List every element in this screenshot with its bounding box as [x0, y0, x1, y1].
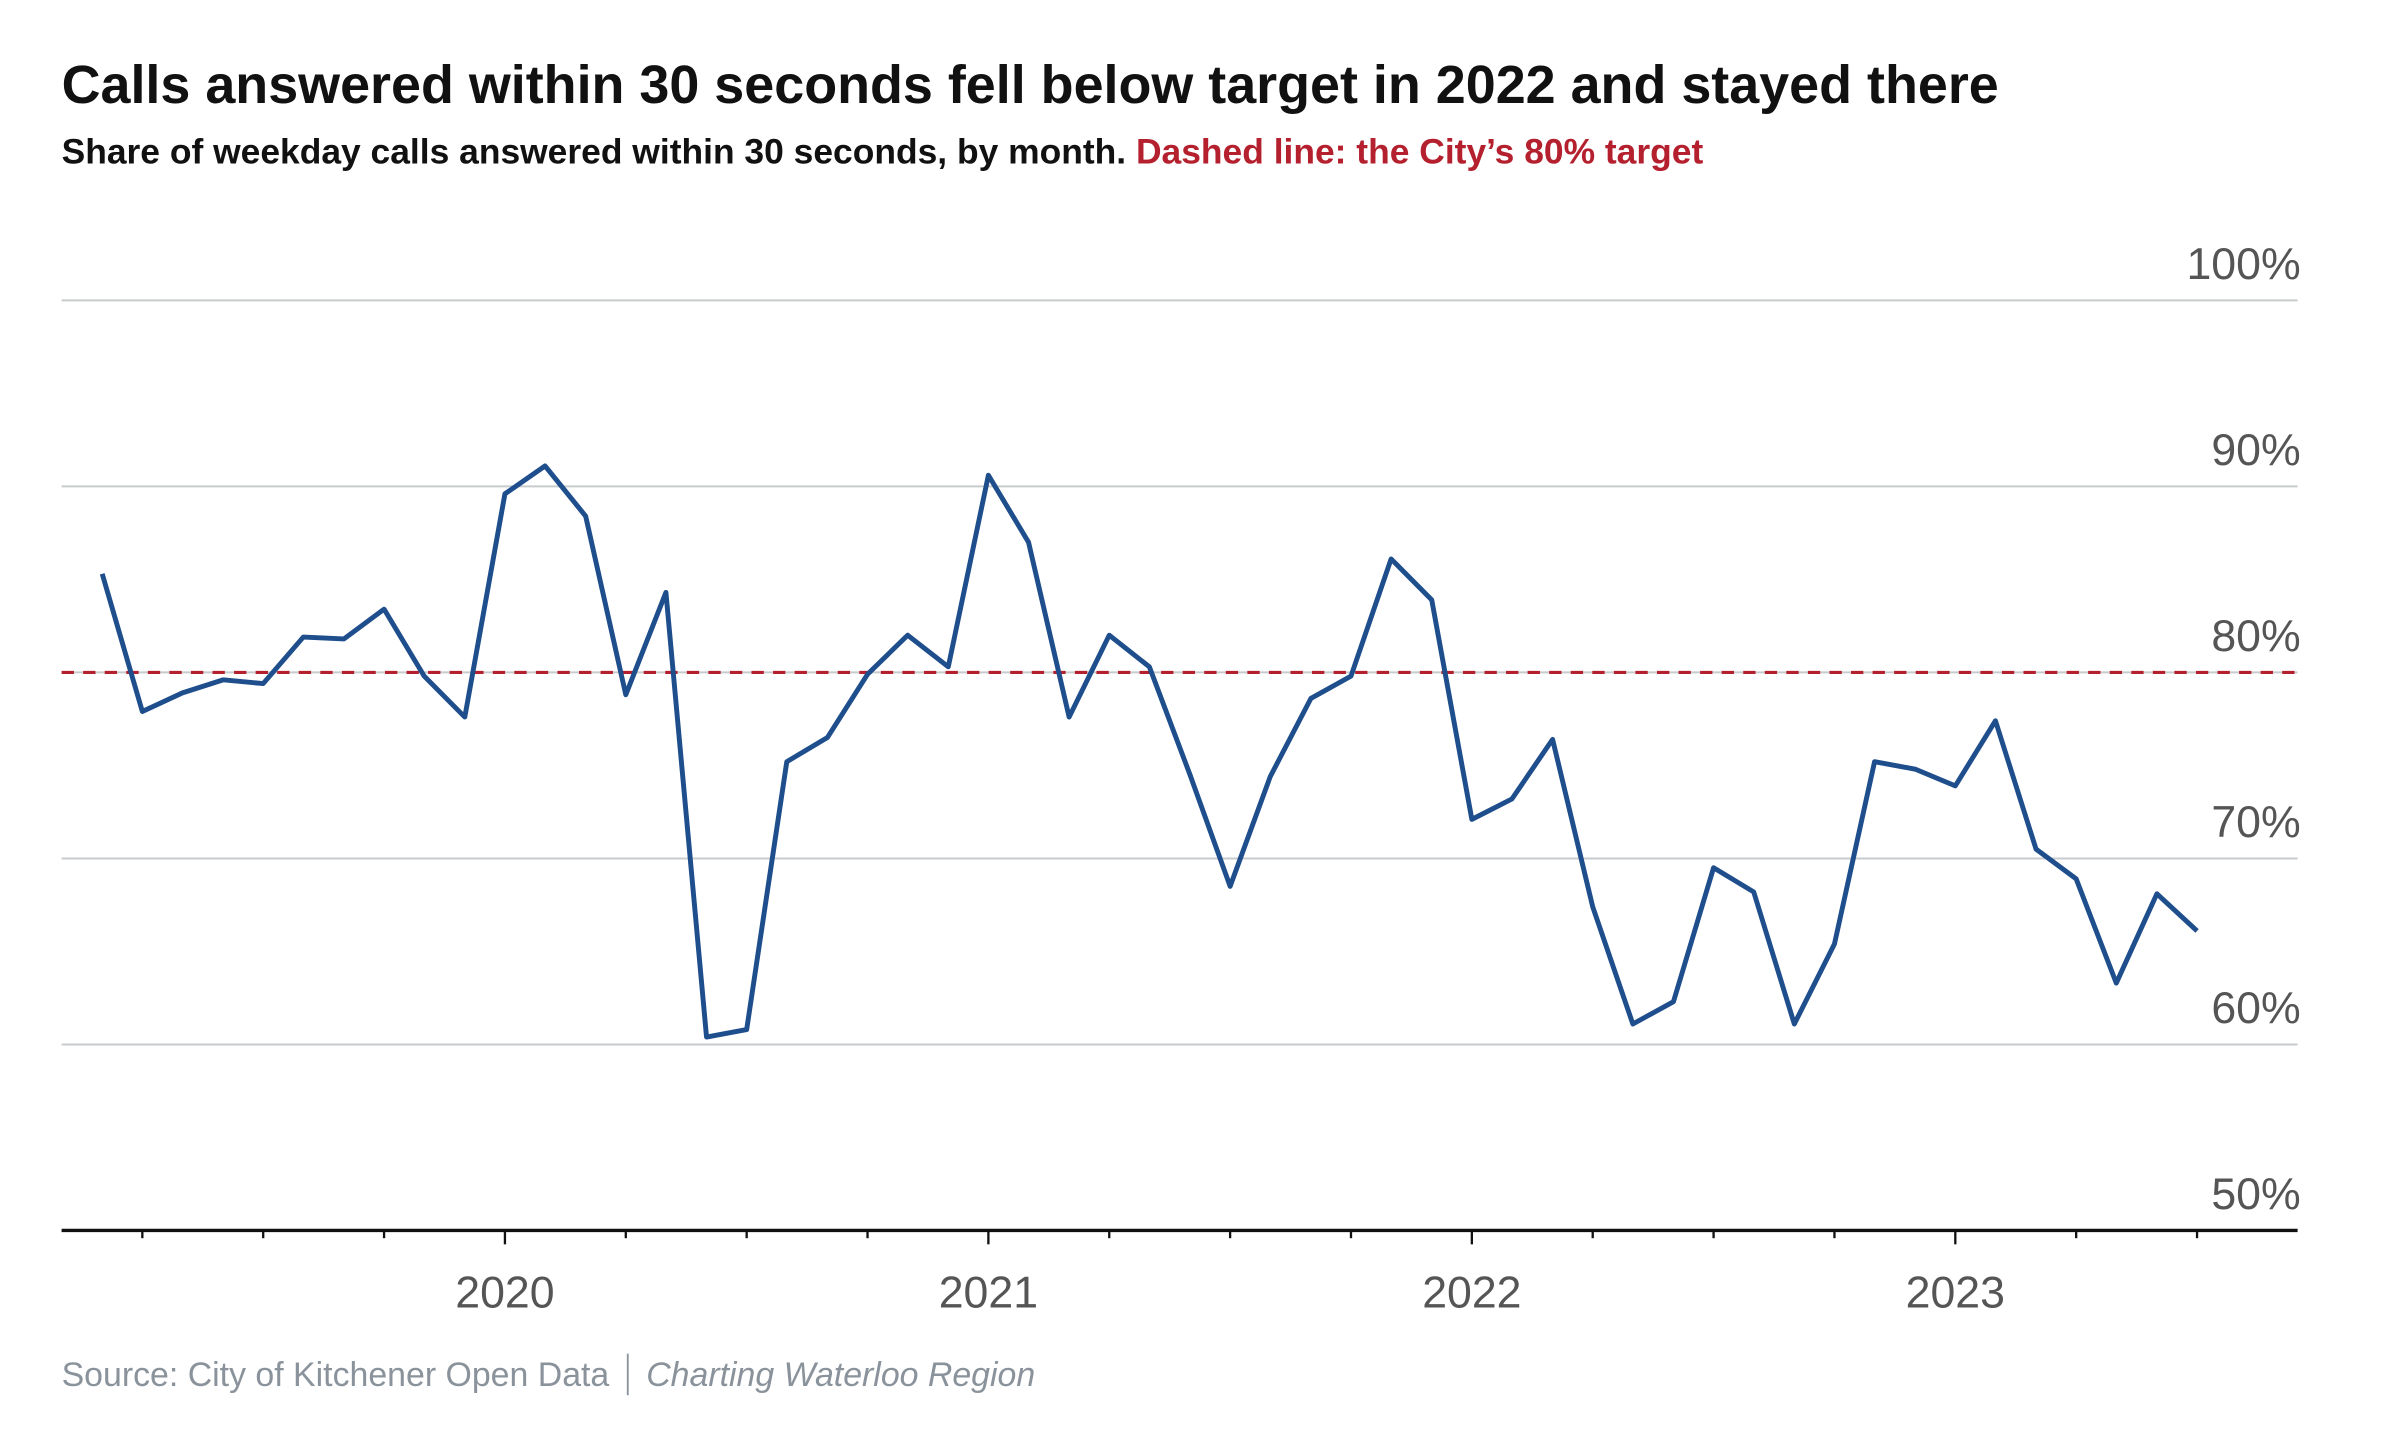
- y-tick-label: 50%: [2211, 1170, 2300, 1219]
- x-tick-label: 2020: [455, 1268, 554, 1317]
- y-tick-label: 100%: [2186, 240, 2300, 289]
- grid: 50% 60% 70% 80% 90% 100% 2020 2021 2022 2023: [61, 240, 2301, 1317]
- y-tick-label: 80%: [2211, 612, 2300, 661]
- x-tick-label: 2021: [939, 1268, 1038, 1317]
- y-tick-label: 60%: [2211, 984, 2300, 1033]
- plot: [61, 463, 2298, 1040]
- x-tick-label: 2022: [1422, 1268, 1521, 1317]
- subtitle-note: Dashed line: the City’s 80% target: [1136, 131, 1704, 171]
- series-line: [99, 463, 2199, 1040]
- subtitle-text: Share of weekday calls answered within 3…: [62, 131, 1127, 171]
- y-tick-label: 90%: [2211, 426, 2300, 475]
- y-tick-label: 70%: [2211, 798, 2300, 847]
- credit: Charting Waterloo Region: [646, 1356, 1035, 1394]
- source: Source: City of Kitchener Open Data: [62, 1356, 610, 1394]
- chart-subtitle: Share of weekday calls answered within 3…: [62, 131, 1704, 171]
- chart-title: Calls answered within 30 seconds fell be…: [62, 55, 1999, 115]
- x-tick-label: 2023: [1906, 1268, 2005, 1317]
